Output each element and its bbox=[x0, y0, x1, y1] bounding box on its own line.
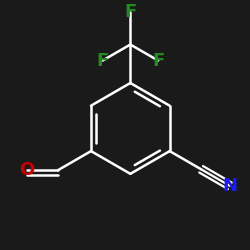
Text: F: F bbox=[124, 4, 136, 22]
Text: F: F bbox=[96, 52, 109, 70]
Text: O: O bbox=[19, 161, 34, 179]
Text: N: N bbox=[222, 177, 237, 195]
Text: F: F bbox=[152, 52, 164, 70]
